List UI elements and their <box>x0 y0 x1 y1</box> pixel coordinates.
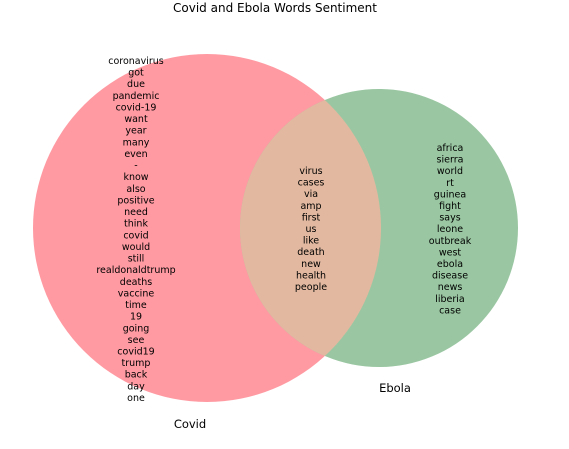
covid-word: positive <box>117 195 154 206</box>
shared-word: like <box>303 236 319 247</box>
covid-word: know <box>123 172 148 183</box>
ebola-word: ebola <box>437 259 463 270</box>
ebola-word: west <box>439 247 462 258</box>
shared-word: health <box>296 270 326 281</box>
covid-word: also <box>126 184 145 195</box>
overlap-region <box>240 89 381 367</box>
covid-word: still <box>128 254 145 265</box>
covid-word: deaths <box>120 277 152 288</box>
covid-word: covid <box>123 230 148 241</box>
covid-word: trump <box>122 358 151 369</box>
ebola-only-words: africasierraworldrtguineafightsaysleoneo… <box>429 143 472 316</box>
shared-word: new <box>301 259 321 270</box>
covid-word: pandemic <box>113 91 160 102</box>
covid-word: time <box>125 300 147 311</box>
covid-word: - <box>134 161 137 172</box>
ebola-word: africa <box>437 143 464 154</box>
shared-word: amp <box>300 201 321 212</box>
covid-word: got <box>128 68 144 79</box>
covid-word: back <box>125 370 148 381</box>
covid-word: 19 <box>130 312 142 323</box>
shared-word: death <box>297 247 324 258</box>
diagram-title: Covid and Ebola Words Sentiment <box>173 1 377 15</box>
covid-label: Covid <box>174 417 206 431</box>
ebola-word: guinea <box>434 189 466 200</box>
covid-word: want <box>124 114 148 125</box>
covid-word: due <box>127 79 145 90</box>
shared-word: us <box>306 224 317 235</box>
covid-word: many <box>123 137 150 148</box>
ebola-word: case <box>439 305 461 316</box>
ebola-label: Ebola <box>379 381 411 395</box>
ebola-word: fight <box>439 201 461 212</box>
covid-only-words: coronavirusgotduepandemiccovid-19wantyea… <box>96 56 175 404</box>
ebola-word: world <box>437 166 463 177</box>
covid-word: going <box>123 323 150 334</box>
shared-word: people <box>295 282 327 293</box>
ebola-word: news <box>438 282 463 293</box>
covid-word: need <box>124 207 148 218</box>
covid-word: coronavirus <box>108 56 164 67</box>
ebola-word: disease <box>432 271 468 282</box>
shared-word: cases <box>298 178 325 189</box>
ebola-word: sierra <box>437 155 464 166</box>
shared-word: via <box>304 189 318 200</box>
covid-word: day <box>127 381 145 392</box>
ebola-word: outbreak <box>429 236 472 247</box>
covid-word: one <box>127 393 145 404</box>
covid-word: year <box>125 126 146 137</box>
covid-word: covid19 <box>117 347 154 358</box>
covid-word: realdonaldtrump <box>96 265 175 276</box>
covid-word: even <box>124 149 147 160</box>
ebola-word: liberia <box>435 294 465 305</box>
covid-word: would <box>122 242 150 253</box>
covid-word: think <box>124 219 148 230</box>
covid-word: covid-19 <box>116 102 157 113</box>
shared-word: virus <box>299 166 322 177</box>
ebola-word: leone <box>437 224 463 235</box>
ebola-word: rt <box>446 178 454 189</box>
shared-words: viruscasesviaampfirstuslikedeathnewhealt… <box>295 166 327 293</box>
ebola-word: says <box>439 213 460 224</box>
covid-word: see <box>128 335 145 346</box>
covid-word: vaccine <box>118 288 155 299</box>
shared-word: first <box>302 212 321 223</box>
